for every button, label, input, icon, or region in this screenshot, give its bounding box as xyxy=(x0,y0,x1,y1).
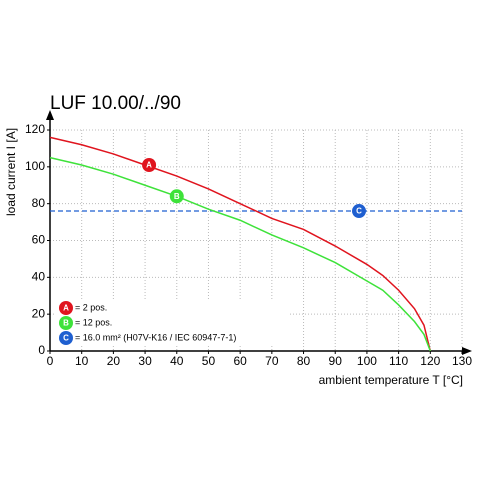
x-tick-label: 80 xyxy=(297,354,311,368)
legend-marker xyxy=(59,316,73,330)
legend-marker xyxy=(59,301,73,315)
x-tick-label: 0 xyxy=(47,354,54,368)
y-tick-label: 60 xyxy=(32,233,46,247)
curve-marker-letter: B xyxy=(174,192,180,201)
y-axis-arrow xyxy=(46,110,54,120)
x-tick-label: 130 xyxy=(452,354,472,368)
x-tick-label: 70 xyxy=(265,354,279,368)
x-tick-label: 120 xyxy=(420,354,440,368)
x-tick-label: 110 xyxy=(389,354,408,368)
legend-marker-letter: C xyxy=(63,334,69,343)
y-tick-label: 120 xyxy=(25,122,45,136)
line-marker-letter: C xyxy=(356,207,362,216)
x-axis-arrow xyxy=(462,347,472,355)
legend-bg xyxy=(55,300,290,346)
legend-label: = 2 pos. xyxy=(75,302,107,312)
series-line xyxy=(49,156,432,352)
x-tick-label: 10 xyxy=(75,354,89,368)
legend-marker-letter: A xyxy=(63,304,69,313)
y-tick-label: 100 xyxy=(25,159,45,173)
x-tick-label: 90 xyxy=(329,354,343,368)
x-tick-label: 50 xyxy=(202,354,216,368)
x-tick-label: 20 xyxy=(107,354,121,368)
y-axis-label: load current I [A] xyxy=(4,128,18,216)
y-tick-label: 80 xyxy=(32,196,46,210)
legend-label: = 12 pos. xyxy=(75,317,112,327)
curve-marker xyxy=(142,157,157,172)
curve-marker-letter: A xyxy=(146,161,152,170)
legend-marker-letter: B xyxy=(63,319,69,328)
x-tick-label: 40 xyxy=(170,354,184,368)
x-axis-label: ambient temperature T [°C] xyxy=(319,373,463,387)
curve-marker xyxy=(169,189,184,204)
x-tick-label: 30 xyxy=(138,354,152,368)
x-tick-label: 60 xyxy=(233,354,247,368)
legend-label: = 16.0 mm² (H07V-K16 / IEC 60947-7-1) xyxy=(75,332,236,342)
y-tick-label: 20 xyxy=(32,306,46,320)
legend-marker xyxy=(59,331,73,345)
x-tick-label: 100 xyxy=(357,354,377,368)
y-tick-label: 0 xyxy=(38,343,45,357)
series-line xyxy=(49,136,432,352)
line-marker xyxy=(352,204,366,219)
y-tick-label: 40 xyxy=(32,270,46,284)
chart-title: LUF 10.00/../90 xyxy=(50,93,181,114)
